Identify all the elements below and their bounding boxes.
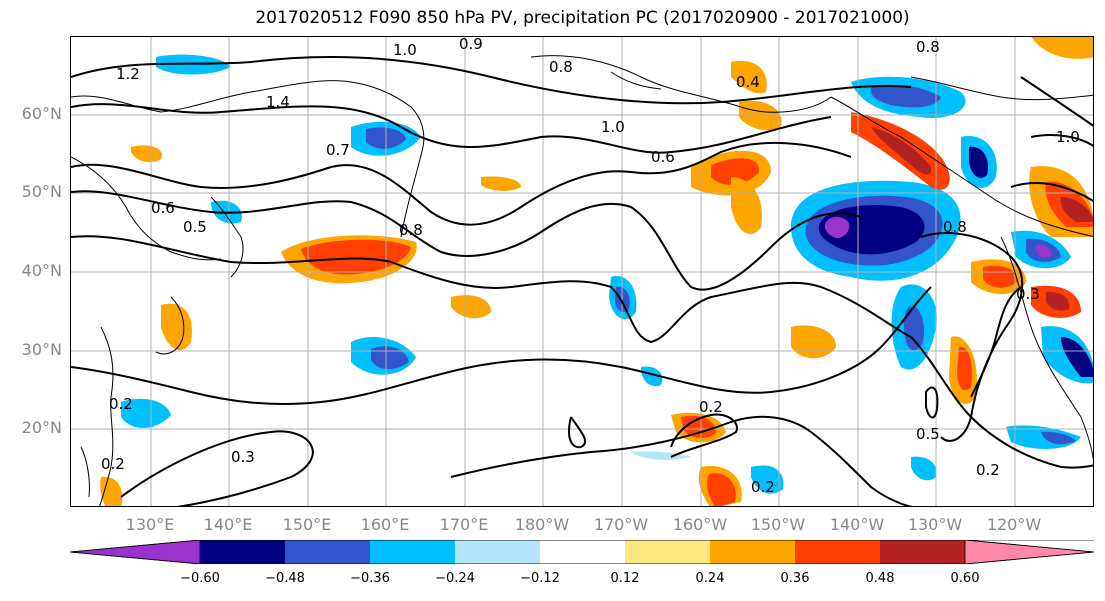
colorbar-segment <box>625 540 710 564</box>
contour-label: 0.6 <box>151 199 175 217</box>
contour-label: 0.2 <box>109 395 133 413</box>
map-title: 2017020512 F090 850 hPa PV, precipitatio… <box>255 8 910 28</box>
colorbar-tick: 0.60 <box>950 571 980 586</box>
colorbar-tick: 0.24 <box>695 571 725 586</box>
contour-label: 0.4 <box>736 73 760 91</box>
pv-contours <box>71 56 1093 506</box>
contour-label: 0.8 <box>916 38 940 56</box>
coastlines <box>71 55 1093 506</box>
colorbar-segment <box>200 540 285 564</box>
contour-label: 0.8 <box>549 58 573 76</box>
lon-label-140e: 140°E <box>203 515 253 534</box>
contour-label: 0.7 <box>326 141 350 159</box>
colorbar-tick: −0.36 <box>350 571 390 586</box>
contour-label: 0.9 <box>459 37 483 53</box>
contour-label: 0.2 <box>976 461 1000 479</box>
lon-label-150w: 150°W <box>750 515 806 534</box>
colorbar-tick: −0.48 <box>265 571 305 586</box>
colorbar-tick: 0.12 <box>610 571 640 586</box>
lon-label-170e: 170°E <box>439 515 489 534</box>
colorbar <box>70 540 1095 564</box>
colorbar-segment <box>540 540 625 564</box>
contour-label: 0.3 <box>231 448 255 466</box>
contour-label: 1.2 <box>116 65 140 83</box>
colorbar-segment <box>370 540 455 564</box>
colorbar-tick: −0.60 <box>180 571 220 586</box>
lon-label-160w: 160°W <box>672 515 728 534</box>
map-canvas: 1.0 0.9 0.8 1.2 1.4 0.7 0.6 0.5 0.8 0.4 … <box>71 37 1093 506</box>
contour-label: 1.4 <box>266 93 290 111</box>
lon-label-120w: 120°W <box>986 515 1042 534</box>
colorbar-tick: −0.12 <box>520 571 560 586</box>
lat-label-50: 50°N <box>21 182 62 201</box>
contour-label: 0.2 <box>751 478 775 496</box>
contour-label: 0.2 <box>699 398 723 416</box>
colorbar-tick: 0.48 <box>865 571 895 586</box>
lon-label-150e: 150°E <box>282 515 332 534</box>
contour-label: 1.0 <box>601 118 625 136</box>
lon-label-130e: 130°E <box>125 515 175 534</box>
colorbar-tick: 0.36 <box>780 571 810 586</box>
colorbar-segment <box>964 540 1095 564</box>
contour-label: 0.3 <box>1016 285 1040 303</box>
colorbar-segment <box>880 540 965 564</box>
contour-label: 1.0 <box>1056 128 1080 146</box>
lat-label-40: 40°N <box>21 261 62 280</box>
lon-label-170w: 170°W <box>593 515 649 534</box>
lon-label-180w: 180°W <box>514 515 570 534</box>
contour-label: 0.8 <box>399 221 423 239</box>
lon-label-160e: 160°E <box>360 515 410 534</box>
precip-shading <box>100 37 1093 506</box>
contour-label: 0.5 <box>183 218 207 236</box>
contour-label: 0.8 <box>943 218 967 236</box>
colorbar-segment <box>795 540 880 564</box>
colorbar-segment <box>70 540 201 564</box>
colorbar-segment <box>455 540 540 564</box>
contour-label: 0.2 <box>101 455 125 473</box>
lat-label-20: 20°N <box>21 418 62 437</box>
contour-label: 0.5 <box>916 425 940 443</box>
lon-label-140w: 140°W <box>829 515 885 534</box>
lat-label-60: 60°N <box>21 104 62 123</box>
gridlines <box>71 37 1093 506</box>
lon-label-130w: 130°W <box>907 515 963 534</box>
contour-label: 1.0 <box>393 41 417 59</box>
map-panel: 1.0 0.9 0.8 1.2 1.4 0.7 0.6 0.5 0.8 0.4 … <box>70 36 1094 507</box>
contour-label: 0.6 <box>651 148 675 166</box>
colorbar-segment <box>710 540 795 564</box>
colorbar-segment <box>285 540 370 564</box>
colorbar-tick: −0.24 <box>435 571 475 586</box>
lat-label-30: 30°N <box>21 340 62 359</box>
